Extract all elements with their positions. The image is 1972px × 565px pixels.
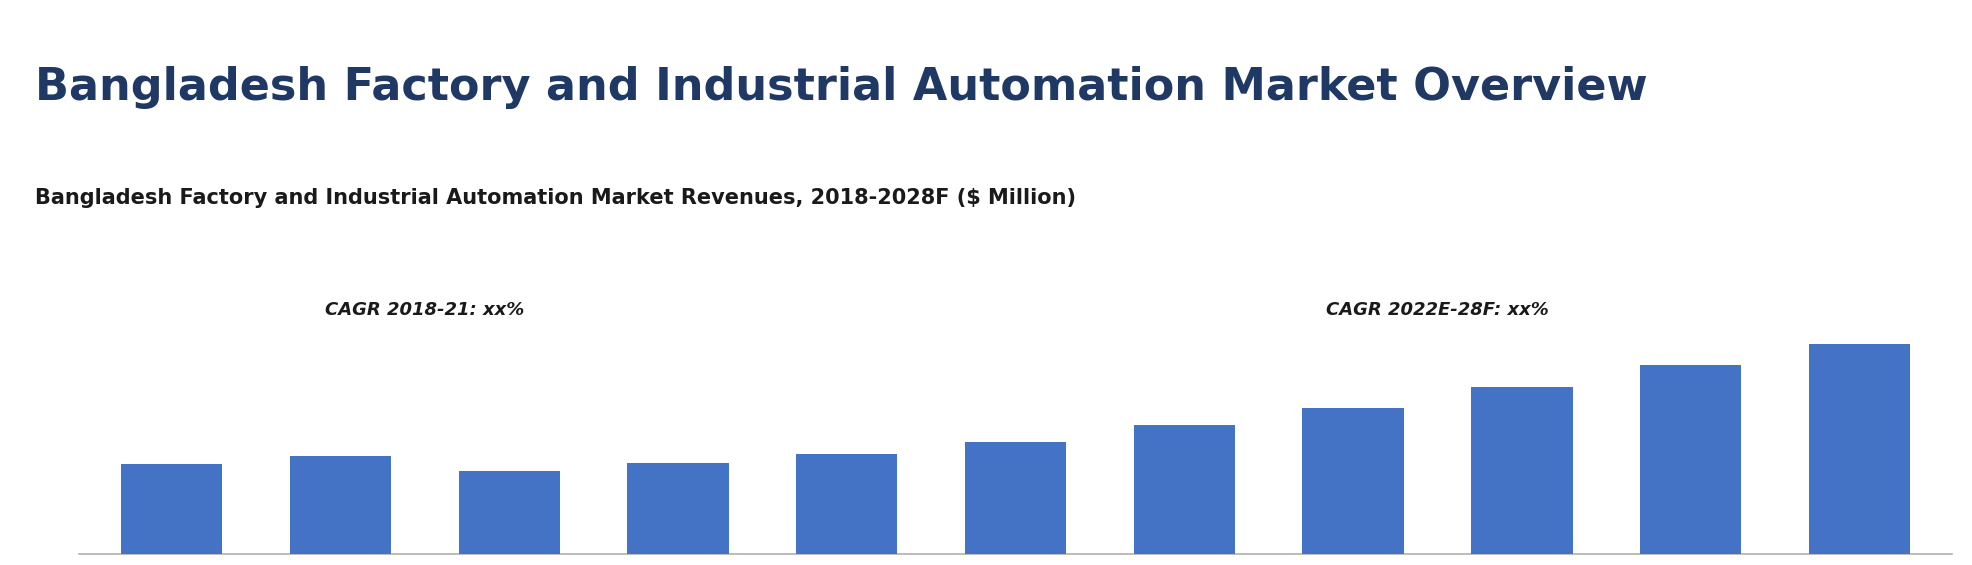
Text: CAGR 2022E-28F: xx%: CAGR 2022E-28F: xx% [1325, 301, 1548, 319]
Text: Bangladesh Factory and Industrial Automation Market Overview: Bangladesh Factory and Industrial Automa… [35, 66, 1649, 108]
Bar [1302, 408, 1404, 554]
Bar [1471, 387, 1572, 554]
Bar [120, 464, 223, 554]
Bar [290, 456, 390, 554]
Bar [1808, 344, 1911, 554]
Text: CAGR 2018-21: xx%: CAGR 2018-21: xx% [325, 301, 525, 319]
Bar [459, 471, 560, 554]
Bar [627, 463, 730, 554]
Bar [1134, 425, 1234, 554]
Bar [964, 442, 1067, 554]
Bar [1641, 365, 1741, 554]
Text: Bangladesh Factory and Industrial Automation Market Revenues, 2018-2028F ($ Mill: Bangladesh Factory and Industrial Automa… [35, 188, 1077, 208]
Bar [797, 454, 897, 554]
